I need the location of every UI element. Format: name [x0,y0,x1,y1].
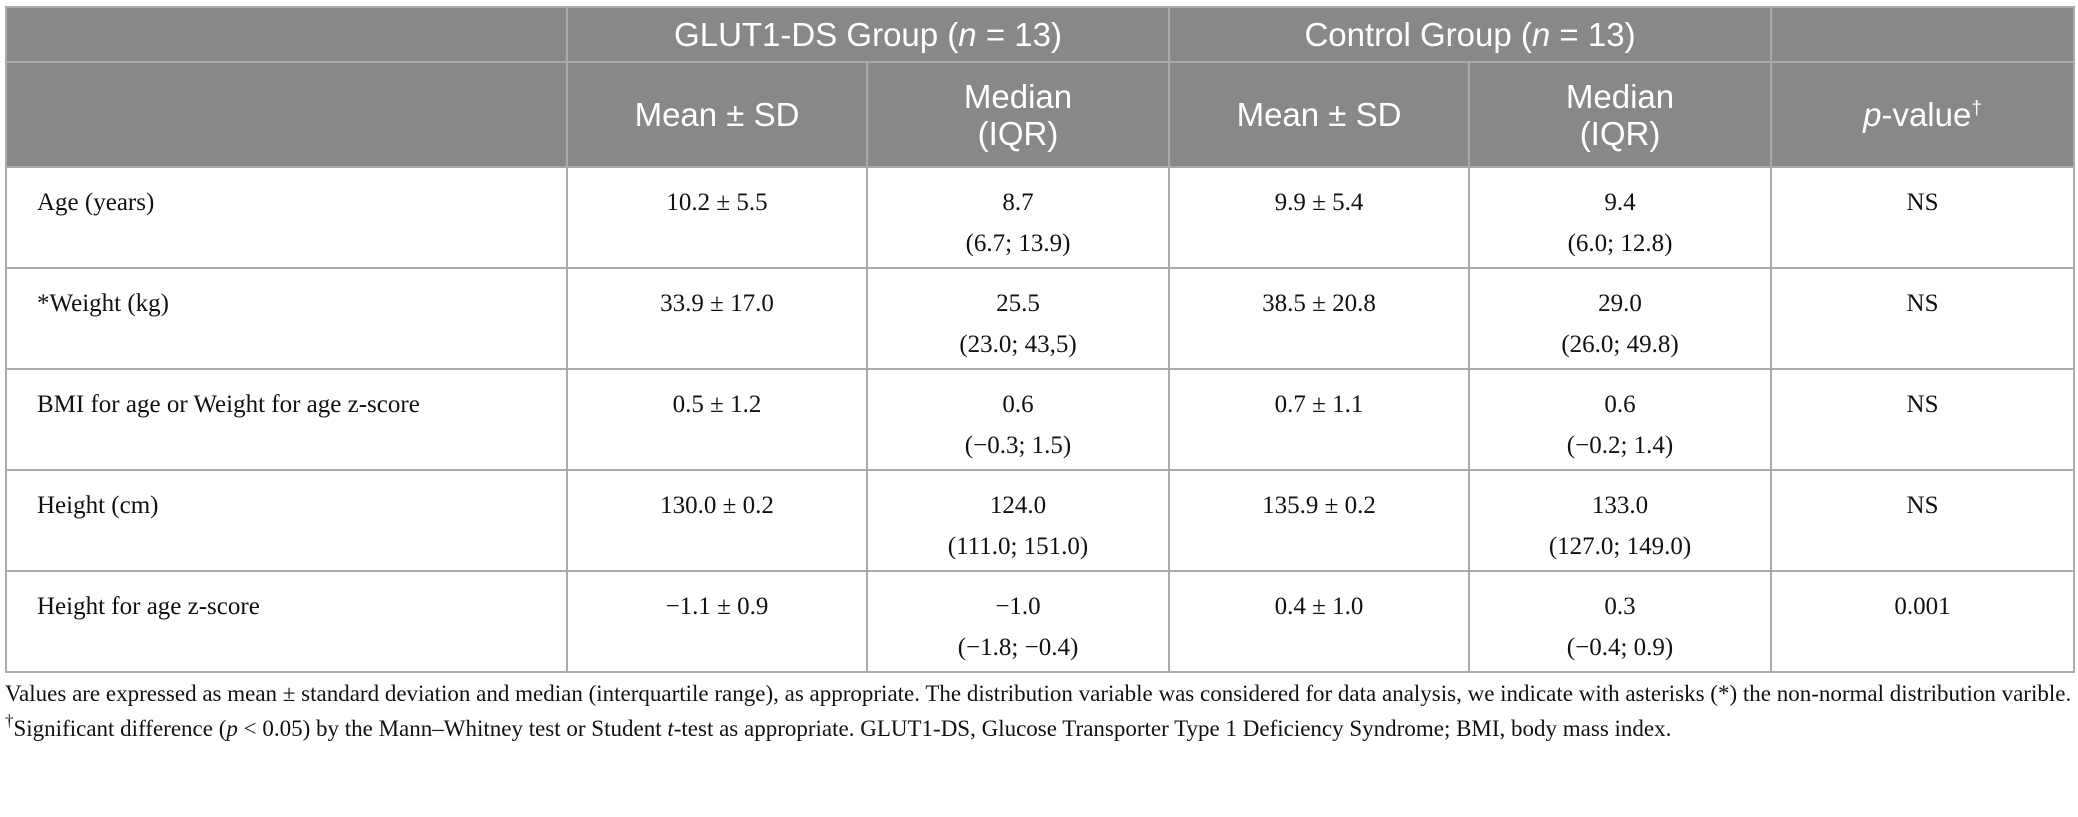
median-label: Median [1565,77,1675,115]
glut1ds-mean-sd-cell: 33.9 ± 17.0 [566,267,868,370]
header-control-mean-sd: Mean ± SD [1168,61,1471,168]
iqr-value: (−1.8; −0.4) [957,634,1079,661]
row-label: Height (cm) [5,469,568,572]
control-mean-sd-cell: 38.5 ± 20.8 [1168,267,1471,370]
header-glut1ds-mean-sd: Mean ± SD [566,61,868,168]
median-value: 124.0 [989,492,1047,519]
median-value: 0.3 [1604,593,1636,620]
median-value: 133.0 [1591,492,1649,519]
header-control-median-iqr: Median (IQR) [1468,61,1773,168]
footnote-text-2: Significant difference ( [13,716,227,741]
row-label: Age (years) [5,166,568,269]
pvalue-cell: NS [1770,267,2076,370]
row-label: *Weight (kg) [5,267,568,370]
pvalue-cell: NS [1770,368,2076,471]
median-value: 25.5 [996,290,1040,317]
iqr-value: (−0.2; 1.4) [1566,432,1674,459]
table-header: GLUT1-DS Group (n = 13) Control Group (n… [5,6,2076,168]
glut1ds-mean-sd-cell: 0.5 ± 1.2 [566,368,868,471]
glut1ds-n-symbol: n [958,16,977,53]
row-label: Height for age z-score [5,570,568,673]
median-value: 0.6 [1002,391,1034,418]
control-mean-sd-cell: 135.9 ± 0.2 [1168,469,1471,572]
header-row-stats: Mean ± SD Median (IQR) Mean ± SD Median (I… [5,61,2076,168]
header-empty-cell-2 [5,61,568,168]
iqr-value: (6.0; 12.8) [1567,230,1673,257]
control-mean-sd-cell: 0.7 ± 1.1 [1168,368,1471,471]
table-row: BMI for age or Weight for age z-score 0.… [5,368,2076,471]
control-median-iqr-cell: 133.0 (127.0; 149.0) [1468,469,1773,572]
header-control-group: Control Group (n = 13) [1168,6,1773,63]
median-label: Median [963,77,1073,115]
demographics-table: GLUT1-DS Group (n = 13) Control Group (n… [5,6,2076,673]
footnote-dagger: † [5,711,14,730]
control-median-iqr-cell: 9.4 (6.0; 12.8) [1468,166,1773,269]
footnote-text-1: Values are expressed as mean ± standard … [5,681,2072,706]
glut1ds-mean-sd-cell: 130.0 ± 0.2 [566,469,868,572]
pvalue-cell: NS [1770,469,2076,572]
table-row: Age (years) 10.2 ± 5.5 8.7 (6.7; 13.9) 9.… [5,166,2076,269]
control-mean-sd-cell: 9.9 ± 5.4 [1168,166,1471,269]
control-n-symbol: n [1531,16,1551,53]
glut1ds-mean-sd-cell: −1.1 ± 0.9 [566,570,868,673]
iqr-label: (IQR) [1579,114,1661,152]
header-empty-cell [5,6,568,63]
header-row-groups: GLUT1-DS Group (n = 13) Control Group (n… [5,6,2076,63]
glut1ds-median-iqr-cell: 8.7 (6.7; 13.9) [865,166,1171,269]
glut1ds-median-iqr-cell: −1.0 (−1.8; −0.4) [865,570,1171,673]
control-n-value: = 13) [1550,16,1636,53]
iqr-value: (23.0; 43,5) [959,331,1077,358]
median-value: 8.7 [1002,189,1034,216]
pvalue-p: p [1863,96,1882,133]
footnote-t: t [667,716,674,741]
glut1ds-median-iqr-cell: 0.6 (−0.3; 1.5) [865,368,1171,471]
iqr-value: (111.0; 151.0) [947,533,1089,560]
iqr-value: (26.0; 49.8) [1561,331,1679,358]
control-median-iqr-cell: 0.3 (−0.4; 0.9) [1468,570,1773,673]
dagger-mark: † [1971,98,1982,119]
footnote-p: p [226,716,238,741]
glut1ds-median-iqr-cell: 124.0 (111.0; 151.0) [865,469,1171,572]
pvalue-rest: -value [1881,96,1972,133]
table-body: Age (years) 10.2 ± 5.5 8.7 (6.7; 13.9) 9.… [5,166,2076,673]
pvalue-cell: NS [1770,166,2076,269]
header-empty-pvalue-top [1770,6,2076,63]
table-row: Height (cm) 130.0 ± 0.2 124.0 (111.0; 151… [5,469,2076,572]
control-median-iqr-cell: 29.0 (26.0; 49.8) [1468,267,1773,370]
pvalue-cell: 0.001 [1770,570,2076,673]
glut1ds-median-iqr-cell: 25.5 (23.0; 43,5) [865,267,1171,370]
median-value: −1.0 [995,593,1041,620]
iqr-value: (127.0; 149.0) [1548,533,1692,560]
glut1ds-mean-sd-cell: 10.2 ± 5.5 [566,166,868,269]
row-label: BMI for age or Weight for age z-score [5,368,568,471]
iqr-value: (−0.4; 0.9) [1566,634,1674,661]
footnote-text-3: < 0.05) by the Mann–Whitney test or Stud… [237,716,668,741]
header-glut1ds-group: GLUT1-DS Group (n = 13) [565,6,1171,63]
control-median-iqr-cell: 0.6 (−0.2; 1.4) [1468,368,1773,471]
median-value: 29.0 [1598,290,1642,317]
table-row: Height for age z-score −1.1 ± 0.9 −1.0 (−… [5,570,2076,673]
table-row: *Weight (kg) 33.9 ± 17.0 25.5 (23.0; 43,5… [5,267,2076,370]
header-pvalue: p-value† [1770,61,2076,168]
iqr-value: (−0.3; 1.5) [964,432,1072,459]
control-mean-sd-cell: 0.4 ± 1.0 [1168,570,1471,673]
table-footnote: Values are expressed as mean ± standard … [5,676,2073,746]
median-value: 9.4 [1604,189,1636,216]
header-glut1ds-median-iqr: Median (IQR) [865,61,1171,168]
glut1ds-group-name: GLUT1-DS Group ( [674,16,959,53]
iqr-label: (IQR) [977,114,1059,152]
glut1ds-n-value: = 13) [976,16,1062,53]
footnote-text-4: -test as appropriate. GLUT1-DS, Glucose … [673,716,1672,741]
control-group-name: Control Group ( [1304,16,1532,53]
median-value: 0.6 [1604,391,1636,418]
iqr-value: (6.7; 13.9) [965,230,1071,257]
